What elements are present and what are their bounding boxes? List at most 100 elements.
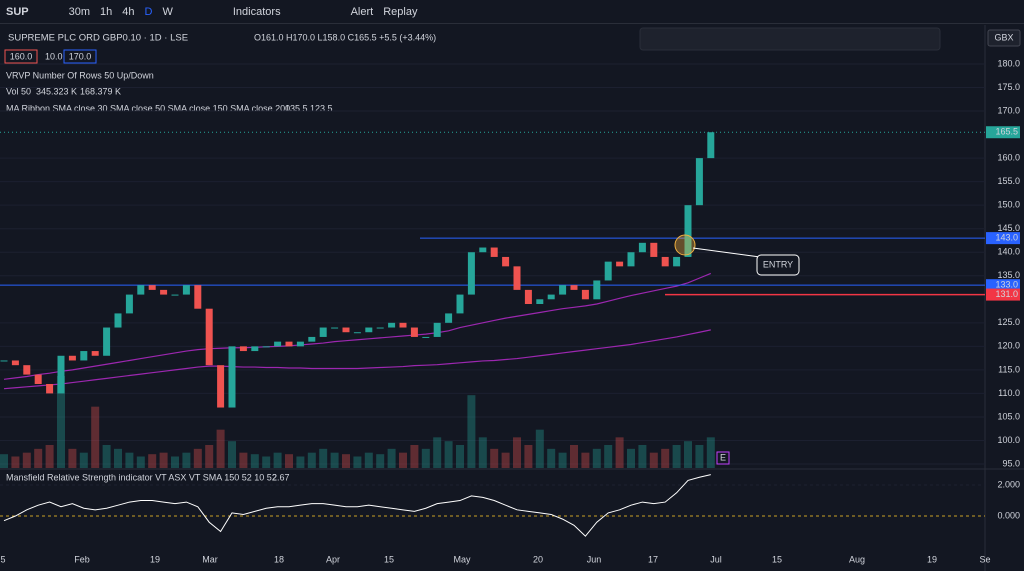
- volume-bar: [661, 448, 670, 468]
- volume-bar: [444, 441, 453, 468]
- drawing-toolbar[interactable]: [639, 27, 941, 51]
- y-tick-label: 155.0: [997, 176, 1020, 186]
- level-tag: [986, 232, 1020, 245]
- x-tick-label: 5: [0, 554, 5, 564]
- candle: [513, 266, 521, 290]
- mansfield-title: Mansfield Relative Strength indicator VT…: [6, 472, 277, 482]
- buy-box[interactable]: [63, 49, 97, 64]
- candle: [445, 313, 453, 323]
- volume-bar: [34, 448, 43, 468]
- y-tick-label: 95.0: [1002, 458, 1020, 468]
- candle: [616, 261, 624, 267]
- candle: [627, 252, 635, 267]
- indicators-button[interactable]: Indicators: [232, 5, 281, 18]
- alert-button[interactable]: Alert: [350, 5, 374, 18]
- volume-bar: [285, 454, 293, 468]
- volume-bar: [490, 448, 499, 468]
- x-tick-label: Aug: [849, 554, 865, 564]
- y-tick-label: 110.0: [998, 388, 1020, 398]
- candle: [399, 322, 407, 328]
- y-tick-label: 135.0: [997, 270, 1020, 280]
- candle: [194, 285, 202, 309]
- candle: [490, 247, 498, 257]
- candle: [46, 384, 54, 394]
- vol-label: Vol 50: [6, 86, 31, 96]
- volume-bar: [228, 441, 236, 468]
- candle: [103, 327, 111, 356]
- legend-title: SUPREME PLC ORD GBP0.10 · 1D · LSE: [8, 33, 188, 44]
- volume-bar: [148, 454, 157, 468]
- volume-bar: [387, 448, 396, 468]
- candle: [593, 280, 601, 300]
- volume-bar: [672, 445, 681, 468]
- x-tick-label: 17: [648, 554, 658, 564]
- interval[interactable]: 4h: [122, 5, 135, 18]
- sell-box[interactable]: [4, 49, 38, 64]
- candle: [11, 360, 19, 366]
- vrvp: VRVP Number Of Rows 50 Up/Down: [6, 70, 154, 80]
- volume-bar: [45, 445, 54, 468]
- volume-bar: [627, 448, 635, 468]
- level-label: 131.0: [995, 289, 1018, 299]
- volume-bar: [273, 452, 282, 468]
- volume-bar: [433, 437, 442, 468]
- candle: [604, 261, 612, 281]
- volume-bar: [353, 456, 362, 468]
- candle: [228, 346, 236, 408]
- volume-bar: [216, 429, 225, 468]
- level-label: 133.0: [995, 280, 1018, 290]
- currency-box[interactable]: [987, 29, 1021, 47]
- symbol[interactable]: SUP: [6, 5, 29, 18]
- candle: [148, 285, 156, 290]
- level-tag: [986, 279, 1020, 292]
- volume-bar: [79, 452, 88, 468]
- candle: [342, 327, 350, 333]
- x-tick-label: Jun: [587, 554, 602, 564]
- volume-bar: [410, 445, 419, 468]
- moving-average: [3, 272, 712, 380]
- candle: [171, 294, 179, 296]
- volume-bar: [11, 456, 20, 468]
- vol-ma: 168.379 K: [80, 86, 121, 96]
- volume-bar: [684, 441, 692, 468]
- volume-bar: [570, 445, 578, 468]
- volume-bar: [478, 437, 487, 468]
- volume-bar: [558, 452, 567, 468]
- y-tick-label: 105.0: [997, 411, 1020, 421]
- candle: [239, 346, 247, 352]
- x-tick-label: 19: [150, 554, 160, 564]
- y-tick-label: 0.000: [997, 510, 1020, 520]
- interval[interactable]: 30m: [68, 5, 91, 18]
- volume-bar: [262, 456, 271, 468]
- volume-bar: [524, 445, 533, 468]
- interval[interactable]: W: [162, 5, 173, 18]
- y-tick-label: 160.0: [997, 152, 1020, 162]
- x-tick-label: 15: [772, 554, 782, 564]
- candle: [296, 341, 304, 347]
- x-tick-label: 20: [533, 554, 543, 564]
- entry-callout: [756, 254, 800, 276]
- candle: [125, 294, 133, 314]
- mansfield-line: [3, 474, 711, 537]
- moving-average: [3, 329, 711, 390]
- y-tick-label: 175.0: [997, 82, 1020, 92]
- interval[interactable]: D: [144, 5, 153, 18]
- candle: [661, 256, 669, 267]
- x-tick-label: 15: [384, 554, 394, 564]
- event-marker: [716, 451, 730, 465]
- candle: [638, 242, 646, 253]
- candle: [673, 256, 681, 267]
- volume-bar: [102, 445, 111, 468]
- ma-value: 123.5: [310, 103, 333, 113]
- ma-ribbon: MA Ribbon SMA close 30 SMA close 50 SMA …: [6, 103, 290, 113]
- candle: [262, 346, 270, 348]
- interval[interactable]: 1h: [100, 5, 113, 18]
- volume-bar: [68, 448, 77, 468]
- replay-button[interactable]: Replay: [383, 5, 418, 18]
- candle: [308, 336, 316, 342]
- volume-bar: [182, 452, 191, 468]
- candle: [319, 327, 327, 337]
- entry-pointer: [692, 247, 761, 258]
- volume-bar: [706, 437, 715, 468]
- volume-bar: [581, 452, 590, 468]
